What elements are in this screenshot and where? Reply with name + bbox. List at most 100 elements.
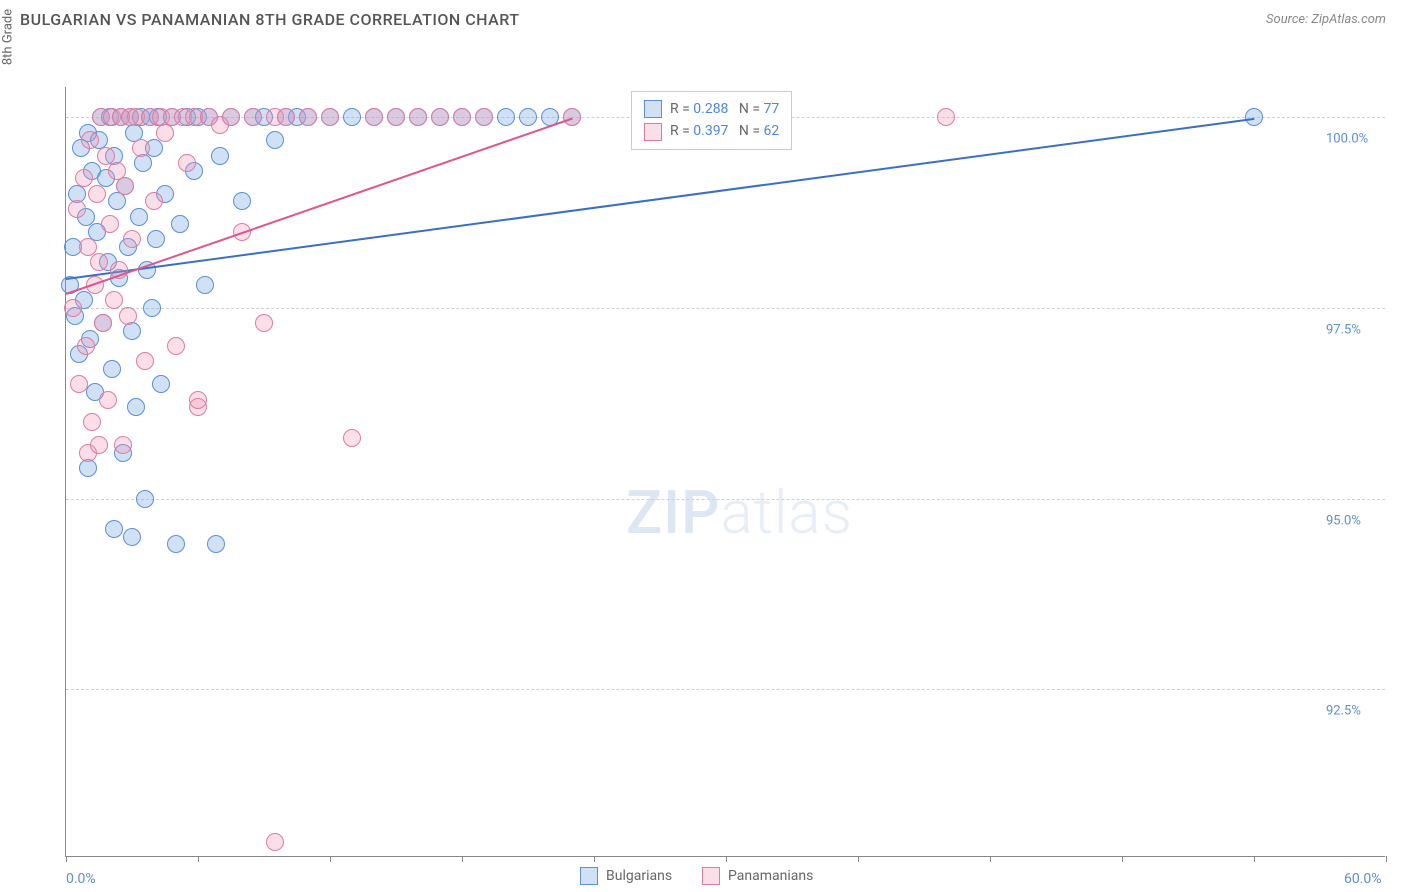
scatter-point [101, 215, 119, 233]
stats-legend-row: R = 0.397 N = 62 [644, 120, 779, 142]
scatter-point [136, 352, 154, 370]
scatter-point [222, 108, 240, 126]
scatter-point [937, 108, 955, 126]
x-tick [330, 856, 331, 862]
x-tick [990, 856, 991, 862]
scatter-point [105, 291, 123, 309]
plot-area: ZIPatlas 92.5%95.0%97.5%100.0%0.0%60.0%R… [65, 87, 1385, 857]
scatter-point [189, 391, 207, 409]
scatter-point [90, 436, 108, 454]
scatter-point [152, 375, 170, 393]
scatter-point [77, 337, 95, 355]
scatter-point [321, 108, 339, 126]
scatter-point [108, 192, 126, 210]
scatter-point [277, 108, 295, 126]
scatter-point [233, 192, 251, 210]
scatter-point [127, 398, 145, 416]
scatter-point [171, 215, 189, 233]
scatter-point [123, 528, 141, 546]
legend-item: Bulgarians [580, 867, 672, 885]
watermark: ZIPatlas [626, 477, 853, 548]
scatter-point [130, 208, 148, 226]
scatter-point [83, 413, 101, 431]
legend-swatch [644, 123, 662, 141]
gridline [66, 689, 1385, 690]
scatter-point [343, 429, 361, 447]
scatter-point [431, 108, 449, 126]
x-tick [858, 856, 859, 862]
scatter-point [167, 535, 185, 553]
chart-title: BULGARIAN VS PANAMANIAN 8TH GRADE CORREL… [20, 10, 520, 29]
scatter-point [88, 185, 106, 203]
gridline [66, 308, 1385, 309]
scatter-point [409, 108, 427, 126]
scatter-point [81, 131, 99, 149]
scatter-point [207, 535, 225, 553]
legend-item: Panamanians [702, 867, 813, 885]
scatter-point [1245, 108, 1263, 126]
scatter-point [497, 108, 515, 126]
scatter-point [266, 131, 284, 149]
scatter-point [90, 253, 108, 271]
x-tick [1254, 856, 1255, 862]
x-tick [1386, 856, 1387, 862]
scatter-point [68, 200, 86, 218]
scatter-point [119, 307, 137, 325]
y-tick-label: 95.0% [1326, 513, 1361, 528]
y-axis-label: 8th Grade [1, 9, 16, 65]
scatter-point [147, 230, 165, 248]
scatter-point [453, 108, 471, 126]
stats-legend-row: R = 0.288 N = 77 [644, 98, 779, 120]
x-tick [462, 856, 463, 862]
scatter-point [387, 108, 405, 126]
x-min-label: 0.0% [66, 871, 96, 887]
scatter-point [94, 314, 112, 332]
scatter-point [211, 147, 229, 165]
scatter-point [136, 490, 154, 508]
scatter-point [196, 276, 214, 294]
legend-swatch [644, 100, 662, 118]
scatter-point [299, 108, 317, 126]
scatter-point [178, 154, 196, 172]
legend-label: Panamanians [728, 868, 813, 884]
y-tick-label: 100.0% [1326, 132, 1368, 147]
scatter-point [266, 833, 284, 851]
legend-swatch [580, 867, 598, 885]
watermark-bold: ZIP [626, 477, 720, 548]
scatter-point [475, 108, 493, 126]
scatter-point [145, 192, 163, 210]
x-tick [66, 856, 67, 862]
scatter-point [244, 108, 262, 126]
x-tick [198, 856, 199, 862]
scatter-point [365, 108, 383, 126]
scatter-point [143, 299, 161, 317]
scatter-point [255, 314, 273, 332]
scatter-point [563, 108, 581, 126]
scatter-point [99, 391, 117, 409]
scatter-point [132, 139, 150, 157]
stats-text: R = 0.397 N = 62 [670, 120, 779, 142]
watermark-light: atlas [720, 477, 853, 548]
y-tick-label: 92.5% [1326, 704, 1361, 719]
x-tick [726, 856, 727, 862]
legend-label: Bulgarians [606, 868, 672, 884]
series-legend: Bulgarians Panamanians [580, 867, 813, 885]
scatter-point [167, 337, 185, 355]
scatter-point [343, 108, 361, 126]
scatter-point [519, 108, 537, 126]
x-max-label: 60.0% [1344, 871, 1382, 887]
source-attribution: Source: ZipAtlas.com [1266, 12, 1386, 27]
scatter-point [75, 169, 93, 187]
scatter-point [114, 436, 132, 454]
scatter-point [70, 375, 88, 393]
scatter-point [103, 360, 121, 378]
scatter-point [123, 230, 141, 248]
legend-swatch [702, 867, 720, 885]
stats-text: R = 0.288 N = 77 [670, 98, 779, 120]
x-tick [1122, 856, 1123, 862]
x-tick [594, 856, 595, 862]
scatter-point [105, 520, 123, 538]
y-tick-label: 97.5% [1326, 323, 1361, 338]
stats-legend: R = 0.288 N = 77R = 0.397 N = 62 [631, 91, 792, 150]
gridline [66, 499, 1385, 500]
